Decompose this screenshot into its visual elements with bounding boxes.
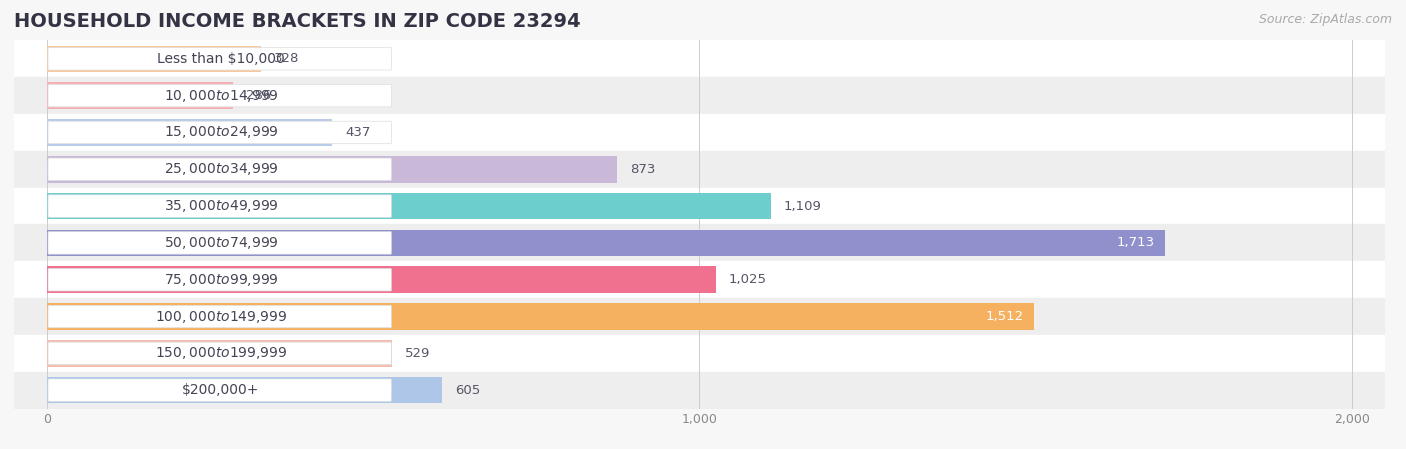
Bar <box>46 193 770 220</box>
Text: $75,000 to $99,999: $75,000 to $99,999 <box>163 272 278 288</box>
Text: 1,109: 1,109 <box>783 200 821 212</box>
FancyBboxPatch shape <box>48 305 391 328</box>
Text: Source: ZipAtlas.com: Source: ZipAtlas.com <box>1258 13 1392 26</box>
Bar <box>46 303 1033 330</box>
Text: 873: 873 <box>630 163 655 176</box>
Bar <box>14 298 1385 335</box>
FancyBboxPatch shape <box>48 232 391 254</box>
FancyBboxPatch shape <box>48 269 391 291</box>
Text: $50,000 to $74,999: $50,000 to $74,999 <box>163 235 278 251</box>
FancyBboxPatch shape <box>48 195 391 217</box>
Bar <box>46 82 233 109</box>
Text: $35,000 to $49,999: $35,000 to $49,999 <box>163 198 278 214</box>
Text: 286: 286 <box>246 89 271 102</box>
Text: $200,000+: $200,000+ <box>183 383 260 397</box>
Text: 437: 437 <box>344 126 370 139</box>
Text: 529: 529 <box>405 347 430 360</box>
Bar <box>14 224 1385 261</box>
FancyBboxPatch shape <box>48 84 391 107</box>
Bar <box>46 119 332 146</box>
Text: $25,000 to $34,999: $25,000 to $34,999 <box>163 161 278 177</box>
Text: 1,025: 1,025 <box>728 273 766 286</box>
Text: $15,000 to $24,999: $15,000 to $24,999 <box>163 124 278 141</box>
FancyBboxPatch shape <box>48 48 391 70</box>
Text: 1,512: 1,512 <box>986 310 1024 323</box>
Bar <box>46 377 441 404</box>
Bar <box>46 229 1166 256</box>
FancyBboxPatch shape <box>48 121 391 144</box>
Text: $150,000 to $199,999: $150,000 to $199,999 <box>155 345 287 361</box>
Text: Less than $10,000: Less than $10,000 <box>157 52 285 66</box>
Bar <box>14 114 1385 151</box>
Bar <box>14 77 1385 114</box>
Bar <box>46 156 617 183</box>
Bar <box>14 40 1385 77</box>
Bar <box>46 45 262 72</box>
FancyBboxPatch shape <box>48 379 391 401</box>
Text: HOUSEHOLD INCOME BRACKETS IN ZIP CODE 23294: HOUSEHOLD INCOME BRACKETS IN ZIP CODE 23… <box>14 12 581 31</box>
Bar <box>14 151 1385 188</box>
Bar <box>14 372 1385 409</box>
Bar <box>14 261 1385 298</box>
Bar <box>46 340 392 367</box>
Text: 605: 605 <box>454 384 479 396</box>
Bar <box>14 335 1385 372</box>
Bar <box>14 188 1385 224</box>
Bar <box>46 266 716 293</box>
Text: $10,000 to $14,999: $10,000 to $14,999 <box>163 88 278 104</box>
FancyBboxPatch shape <box>48 342 391 365</box>
Text: $100,000 to $149,999: $100,000 to $149,999 <box>155 308 287 325</box>
Text: 1,713: 1,713 <box>1116 237 1156 249</box>
Text: 328: 328 <box>274 53 299 65</box>
FancyBboxPatch shape <box>48 158 391 180</box>
